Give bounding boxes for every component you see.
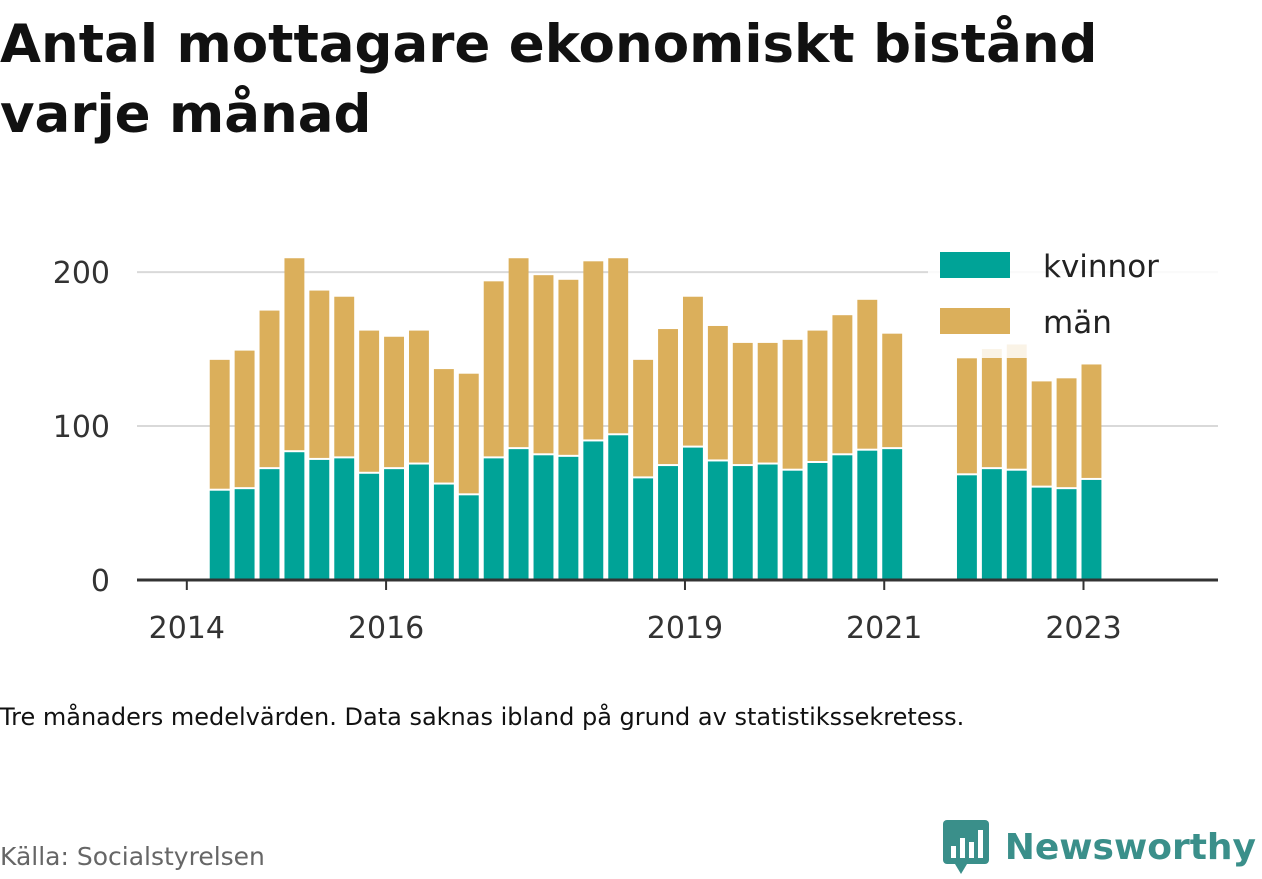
x-tick-label: 2014 — [149, 611, 225, 646]
bar-man — [707, 325, 728, 460]
bar-man — [981, 349, 1002, 468]
bar-man — [608, 258, 629, 434]
source-text: Källa: Socialstyrelsen — [0, 842, 265, 871]
bar-kvinnor — [882, 449, 903, 580]
bar-kvinnor — [508, 449, 529, 580]
bar-kvinnor — [1081, 479, 1102, 580]
bar-kvinnor — [384, 469, 405, 580]
bar-kvinnor — [707, 461, 728, 580]
bar-man — [309, 290, 330, 458]
bar-man — [857, 299, 878, 449]
bar-kvinnor — [359, 473, 380, 580]
bar-kvinnor — [782, 470, 803, 580]
bar-kvinnor — [533, 455, 554, 580]
bar-man — [757, 342, 778, 463]
brand-logo: Newsworthy — [941, 818, 1256, 876]
bar-man — [209, 359, 230, 489]
bar-man — [508, 258, 529, 448]
bar-kvinnor — [608, 435, 629, 580]
bar-man — [832, 315, 853, 454]
bar-kvinnor — [259, 469, 280, 580]
x-tick-label: 2019 — [647, 611, 723, 646]
x-tick-label: 2021 — [846, 611, 922, 646]
bar-kvinnor — [458, 495, 479, 580]
chart: 0 100 200 2014 2016 2019 2021 2023 kvinnor män — [52, 238, 1218, 646]
bar-man — [458, 373, 479, 494]
bar-kvinnor — [857, 450, 878, 580]
bar-man — [682, 296, 703, 446]
bar-kvinnor — [558, 456, 579, 580]
bar-kvinnor — [409, 464, 429, 580]
legend-label-man: män — [1043, 305, 1112, 341]
chart-title: Antal mottagare ekonomiskt bistånd varje… — [0, 14, 1098, 145]
bar-man — [732, 342, 753, 465]
x-tick-label: 2016 — [348, 611, 424, 646]
bar-kvinnor — [209, 490, 230, 580]
bar-man — [234, 350, 255, 488]
legend: kvinnor män — [928, 238, 1218, 358]
bar-kvinnor — [732, 466, 753, 580]
bar-kvinnor — [583, 441, 604, 580]
y-tick-label: 0 — [91, 564, 110, 599]
bar-kvinnor — [1031, 487, 1052, 580]
bar-kvinnor — [682, 447, 703, 580]
bar-man — [433, 369, 454, 483]
bar-kvinnor — [956, 475, 977, 580]
bar-kvinnor — [1056, 489, 1077, 580]
bar-man — [533, 275, 554, 454]
bar-kvinnor — [633, 478, 654, 580]
bar-man — [1056, 378, 1077, 488]
bar-man — [409, 330, 429, 463]
bar-kvinnor — [1006, 470, 1027, 580]
bar-kvinnor — [757, 464, 778, 580]
bar-kvinnor — [334, 458, 355, 580]
bar-kvinnor — [483, 458, 504, 580]
bar-man — [882, 333, 903, 448]
bar-kvinnor — [981, 469, 1002, 580]
bar-man — [583, 261, 604, 440]
legend-label-kvinnor: kvinnor — [1043, 249, 1159, 285]
bar-man — [483, 281, 504, 457]
bars — [209, 258, 1102, 580]
bar-kvinnor — [807, 462, 828, 580]
y-axis-ticks: 0 100 200 — [53, 256, 110, 599]
bar-man — [807, 330, 828, 461]
bar-man — [633, 359, 654, 477]
bar-man — [658, 329, 678, 465]
bar-man — [334, 296, 355, 457]
legend-swatch-man — [940, 308, 1010, 334]
brand-name: Newsworthy — [1004, 826, 1256, 868]
bar-kvinnor — [234, 489, 255, 580]
footnote: Tre månaders medelvärden. Data saknas ib… — [0, 703, 965, 731]
bar-kvinnor — [658, 466, 678, 580]
bar-kvinnor — [309, 459, 330, 580]
bar-kvinnor — [284, 452, 305, 580]
bar-man — [384, 336, 405, 468]
legend-swatch-kvinnor — [940, 252, 1010, 278]
bar-kvinnor — [433, 484, 454, 580]
x-axis-ticks: 2014 2016 2019 2021 2023 — [149, 580, 1122, 646]
bar-man — [782, 339, 803, 469]
bar-man — [359, 330, 380, 472]
bar-man — [1081, 364, 1102, 478]
bar-man — [1031, 381, 1052, 486]
bar-man — [284, 258, 305, 451]
y-tick-label: 200 — [53, 256, 110, 291]
bar-man — [956, 358, 977, 474]
bar-man — [259, 310, 280, 468]
newsworthy-logo-icon — [942, 820, 989, 874]
x-tick-label: 2023 — [1045, 611, 1121, 646]
y-tick-label: 100 — [53, 410, 110, 445]
bar-man — [1006, 344, 1027, 469]
bar-kvinnor — [832, 455, 853, 580]
bar-man — [558, 279, 579, 455]
